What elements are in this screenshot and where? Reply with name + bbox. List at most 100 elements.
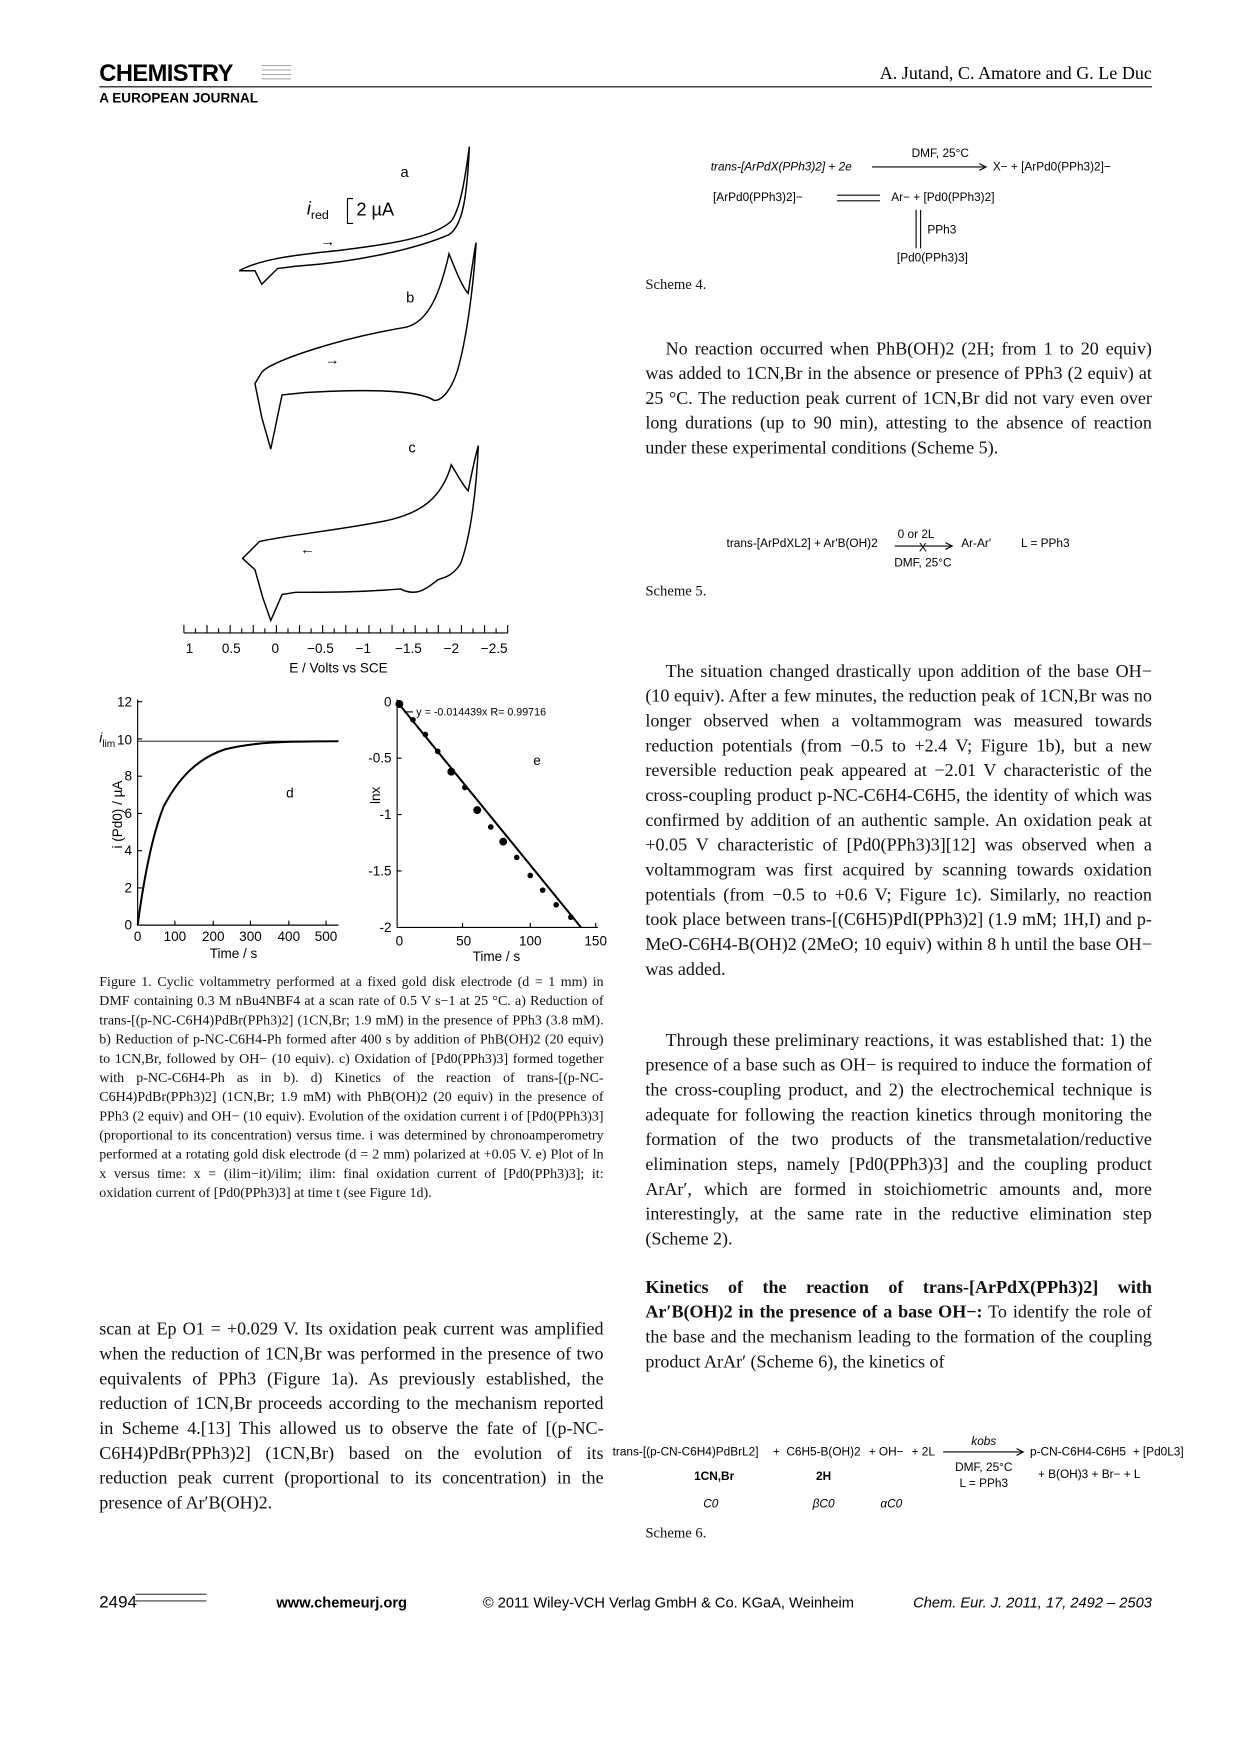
scheme-text: C0 [703,1496,719,1510]
tick-label: -1 [379,807,391,822]
scheme-text: + 2L [912,1444,936,1458]
equilibrium [915,209,922,249]
arrow-head [945,542,954,550]
scheme-label: Scheme 4. [645,275,707,293]
section-heading: Kinetics of the reaction of trans-[ArPdX… [645,1278,1152,1323]
scheme-text: DMF, 25°C [955,1460,1013,1474]
scheme-text: αC0 [880,1496,902,1510]
cv-axis [183,625,509,634]
scheme-text: + B(OH)3 + Br− + L [1038,1467,1141,1481]
tick-label: -2 [379,920,391,935]
tick-label: 0 [384,694,392,709]
scheme-text: trans-[ArPdX(PPh3)2] + 2e [711,159,852,173]
scheme-text: DMF, 25°C [912,146,970,160]
scale-sub: red [311,208,329,222]
tick-label: 0 [272,641,280,656]
footer: 2494 www.chemeurj.org © 2011 Wiley-VCH V… [99,1593,1152,1612]
limit-symbol: ilim [99,730,115,750]
scheme-text: + OH− [869,1444,904,1458]
axis-label: lnx [368,787,383,805]
scheme-text: X− + [ArPd0(PPh3)2]− [993,159,1111,173]
tick-label: -1.5 [368,863,391,878]
scheme-label: Scheme 6. [645,1524,707,1542]
fit-equation: y = -0.014439x R= 0.99716 [416,706,546,718]
scheme-text: p-CN-C6H4-C6H5 [1030,1444,1126,1458]
scheme-text: Ar-Ar' [961,536,991,550]
tick-label: 4 [124,843,132,858]
scale-value: 2 µA [357,199,394,219]
scheme-text: βC0 [812,1496,835,1510]
scheme-text: PPh3 [927,223,956,237]
scan-arrow: → [325,352,340,368]
scheme-text: 0 or 2L [898,527,935,541]
curve-label: c [408,440,415,456]
arrow-head [1016,1448,1025,1456]
tick-label: -0.5 [368,751,391,766]
tick-label: 100 [164,929,187,944]
tick-label: 10 [117,733,132,748]
panel-label: d [286,786,294,801]
scheme-text: + [Pd0L3] [1133,1444,1184,1458]
arrow-head [979,163,988,171]
cv-ticks: 1 0.5 0 −0.5 −1 −1.5 −2 −2.5 E / Volts v… [186,641,508,675]
footer-rule [135,1593,207,1602]
paragraph: Through these preliminary reactions, it … [645,1031,1152,1249]
scheme-text: L = PPh3 [960,1476,1009,1490]
tick-label: 500 [315,929,338,944]
paragraph: scan at Ep O1 = +0.029 V. Its oxidation … [99,1319,604,1513]
limit-sub: lim [102,739,115,750]
scheme-text: + [773,1444,780,1458]
panel-e-points [395,700,574,921]
tick-label: −2 [444,641,459,656]
scheme-text: X [919,541,927,555]
scheme-label: Scheme 5. [645,582,707,600]
tick-label: 8 [124,769,132,784]
scheme-text: 2H [816,1469,831,1483]
tick-label: 150 [584,933,607,948]
journal-subtitle: A EUROPEAN JOURNAL [99,91,258,106]
panel-label: e [533,753,541,768]
tick-label: 50 [456,933,471,948]
scheme-text: C6H5-B(OH)2 [786,1444,860,1458]
tick-label: −1 [356,641,371,656]
scale-bar [346,197,354,224]
panel-d-labels: 0 2 4 6 8 10 12 0 100 200 300 400 500 Ti… [99,694,337,961]
scheme-text: L = PPh3 [1021,536,1070,550]
paragraph: No reaction occurred when PhB(OH)2 (2H; … [645,339,1152,459]
tick-label: 1 [186,641,194,656]
footer-citation: Chem. Eur. J. 2011, 17, 2492 – 2503 [913,1596,1153,1612]
curve-label: b [406,290,414,306]
tick-label: 2 [124,880,132,895]
scheme-text: [Pd0(PPh3)3] [897,251,968,265]
limit-i: i [99,730,103,745]
scheme-text: trans-[(p-CN-C6H4)PdBrL2] [613,1444,759,1458]
scheme-4: trans-[ArPdX(PPh3)2] + 2e DMF, 25°C X− +… [711,146,1111,265]
header-rules [261,64,292,80]
scheme-text: trans-[ArPdXL2] + Ar'B(OH)2 [727,536,878,550]
tick-label: 400 [278,929,301,944]
tick-label: −1.5 [395,641,422,656]
scheme-text: [ArPd0(PPh3)2]− [713,190,803,204]
tick-label: 200 [202,929,225,944]
panel-e-labels: 0 -0.5 -1 -1.5 -2 0 50 100 150 Time / s … [368,694,607,964]
panel-e-axes [396,699,598,929]
scan-arrow: ← [300,542,315,558]
panel-d-axes [136,699,339,926]
curve-label: a [401,165,410,181]
scheme-text: Ar− + [Pd0(PPh3)2] [891,190,994,204]
axis-label: i (Pd0) / µA [110,781,125,849]
footer-copyright: © 2011 Wiley-VCH Verlag GmbH & Co. KGaA,… [483,1596,854,1612]
scan-arrow: → [320,234,335,250]
journal-name: CHEMISTRY [99,61,233,87]
section-text: To identify the role of the base and the… [645,1303,1152,1372]
scheme-text: kobs [971,1434,996,1448]
equilibrium [837,194,880,202]
tick-label: 300 [239,929,262,944]
tick-label: 0.5 [222,641,241,656]
scheme-text: 1CN,Br [694,1469,734,1483]
tick-label: −0.5 [307,641,334,656]
cv-curves [238,146,480,623]
tick-label: 0 [124,918,132,933]
